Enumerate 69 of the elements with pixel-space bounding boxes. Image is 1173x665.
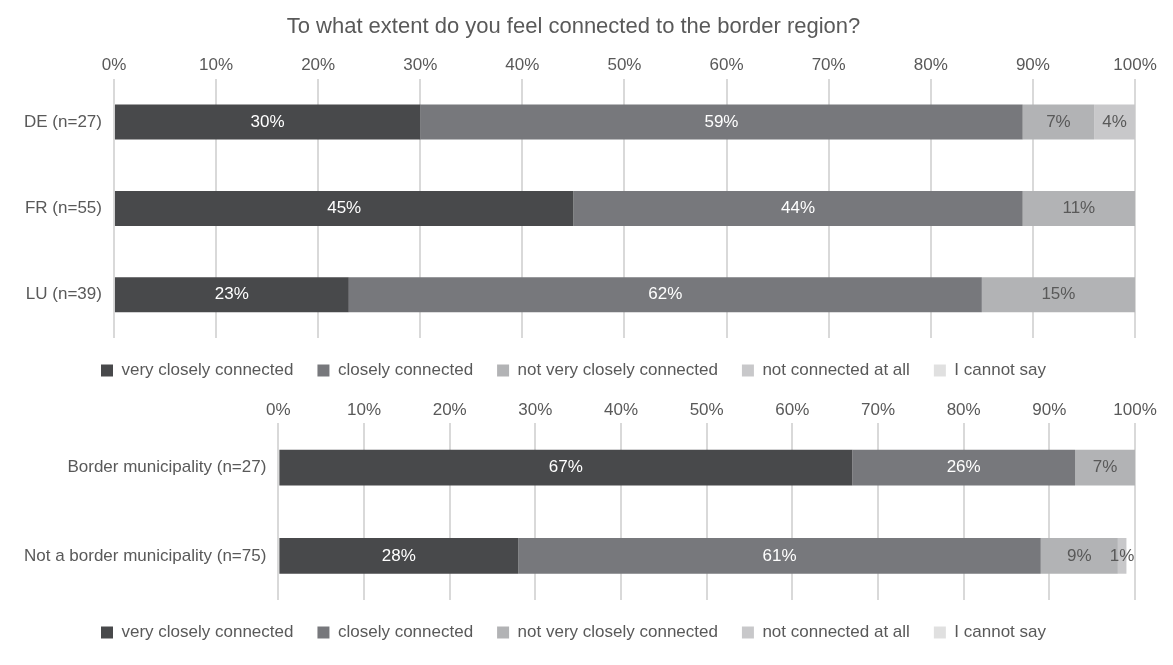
data-label: 44% — [781, 198, 816, 218]
data-label: 23% — [214, 284, 249, 304]
bar — [1022, 104, 1095, 140]
x-tick-label: 80% — [946, 399, 981, 419]
x-tick-label: 40% — [505, 55, 540, 75]
bar — [114, 104, 421, 140]
bar — [420, 104, 1023, 140]
data-label: 7% — [1046, 111, 1071, 131]
y-tick-label: DE (n=27) — [24, 111, 102, 131]
data-label: 1% — [1109, 545, 1135, 565]
legend-label: very closely connected — [121, 360, 294, 380]
x-tick-label: 30% — [518, 399, 553, 419]
data-label: 62% — [648, 284, 683, 304]
y-tick-label: Border municipality (n=27) — [67, 457, 267, 477]
x-tick-label: 40% — [604, 399, 639, 419]
x-tick-label: 50% — [607, 55, 642, 75]
x-tick-label: 70% — [860, 399, 896, 419]
legend-label: very closely connected — [121, 622, 294, 642]
legend-label: not very closely connected — [517, 622, 718, 642]
bar — [852, 449, 1076, 486]
data-label: 9% — [1067, 545, 1092, 565]
legend-label: closely connected — [337, 622, 474, 642]
x-tick-label: 100% — [1113, 55, 1157, 75]
x-tick-label: 100% — [1113, 399, 1157, 419]
x-tick-label: 0% — [101, 55, 127, 75]
bar — [279, 449, 853, 486]
data-label: 4% — [1102, 111, 1127, 131]
bar — [573, 190, 1023, 226]
x-tick-label: 70% — [811, 55, 846, 75]
legend-label: not very closely connected — [517, 360, 718, 380]
x-tick-label: 90% — [1015, 55, 1050, 75]
bar — [348, 277, 982, 313]
x-tick-label: 30% — [403, 55, 438, 75]
y-tick-label: Not a border municipality (n=75) — [23, 545, 267, 565]
x-tick-label: 10% — [347, 399, 382, 419]
chart-title: To what extent do you feel connected to the border region? — [286, 13, 861, 39]
data-label: 30% — [250, 111, 285, 131]
data-label: 7% — [1092, 457, 1118, 477]
bar — [114, 190, 574, 226]
x-tick-label: 50% — [689, 399, 724, 419]
x-tick-label: 20% — [301, 55, 336, 75]
legend-label: I cannot say — [954, 360, 1047, 380]
legend-label: closely connected — [337, 360, 474, 380]
y-tick-label: FR (n=55) — [24, 198, 102, 218]
data-label: 61% — [762, 545, 797, 565]
data-label: 67% — [548, 457, 583, 477]
bar — [981, 277, 1135, 313]
x-tick-label: 60% — [709, 55, 744, 75]
bar — [1075, 449, 1135, 486]
x-tick-label: 10% — [199, 55, 234, 75]
legend-label: not connected at all — [762, 622, 910, 642]
data-label: 59% — [704, 111, 739, 131]
x-tick-label: 60% — [775, 399, 810, 419]
data-label: 15% — [1041, 284, 1076, 304]
data-label: 11% — [1062, 198, 1096, 218]
bar — [518, 537, 1041, 574]
data-label: 26% — [946, 457, 981, 477]
y-tick-label: LU (n=39) — [25, 284, 102, 304]
x-tick-label: 90% — [1032, 399, 1067, 419]
data-label: 45% — [327, 198, 362, 218]
data-label: 28% — [381, 545, 416, 565]
x-tick-label: 80% — [913, 55, 948, 75]
bar — [1022, 190, 1135, 226]
bar — [279, 537, 519, 574]
legend-label: I cannot say — [954, 622, 1047, 642]
legend-label: not connected at all — [762, 360, 910, 380]
bar — [114, 277, 349, 313]
x-tick-label: 0% — [266, 399, 291, 419]
x-tick-label: 20% — [432, 399, 467, 419]
